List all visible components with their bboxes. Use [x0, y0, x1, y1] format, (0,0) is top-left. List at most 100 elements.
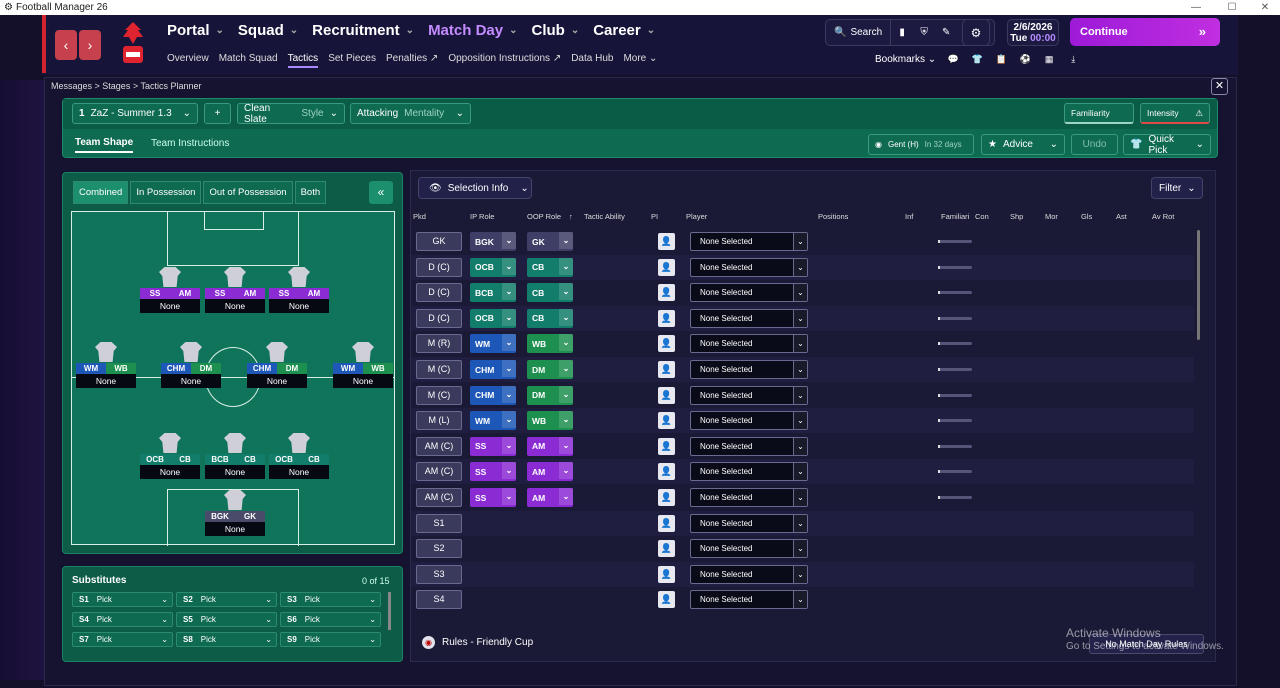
subnav-tactics[interactable]: Tactics: [287, 53, 319, 68]
club-crest-icon[interactable]: [121, 20, 145, 66]
player-select[interactable]: None Selected ⌄: [690, 539, 808, 559]
breadcrumb-stages[interactable]: Stages: [102, 81, 131, 91]
bookmarks-dropdown[interactable]: Bookmarks ⌄: [875, 54, 937, 65]
substitute-slot[interactable]: S4 Pick ⌄: [72, 612, 173, 627]
chat-icon[interactable]: 💬: [947, 54, 959, 64]
pitch-player[interactable]: CHM DM None: [247, 342, 307, 388]
mentality-selector[interactable]: Attacking Mentality ⌄: [350, 103, 471, 124]
ip-role-select[interactable]: BGK ⌄: [470, 232, 516, 251]
ip-role-select[interactable]: OCB ⌄: [470, 308, 516, 328]
substitute-slot[interactable]: S7 Pick ⌄: [72, 632, 173, 647]
tactic-selector[interactable]: 1 ZaZ - Summer 1.3 ⌄: [72, 103, 198, 124]
subnav-penalties[interactable]: Penalties ↗: [386, 53, 438, 68]
picked-position[interactable]: GK: [416, 232, 462, 251]
table-row[interactable]: D (C) BCB ⌄ CB ⌄ 👤 None Selected ⌄: [411, 280, 1194, 305]
player-instructions-icon[interactable]: 👤: [658, 335, 675, 353]
oop-role-select[interactable]: AM ⌄: [527, 462, 573, 482]
ip-role-select[interactable]: SS ⌄: [470, 436, 516, 456]
player-select[interactable]: None Selected ⌄: [690, 385, 808, 405]
oop-role-select[interactable]: WB ⌄: [527, 334, 573, 354]
column-header[interactable]: Gls: [1081, 212, 1093, 221]
back-button[interactable]: ‹: [55, 30, 77, 60]
column-header[interactable]: Con: [975, 212, 989, 221]
player-instructions-icon[interactable]: 👤: [658, 591, 675, 609]
tab-combined[interactable]: Combined: [73, 181, 129, 204]
substitute-slot[interactable]: S2 Pick ⌄: [176, 592, 277, 607]
ip-role-select[interactable]: OCB ⌄: [470, 257, 516, 277]
pitch-player[interactable]: SS AM None: [269, 267, 329, 313]
player-instructions-icon[interactable]: 👤: [658, 437, 675, 455]
breadcrumb-messages[interactable]: Messages: [51, 81, 93, 91]
maximize-button[interactable]: ☐: [1227, 2, 1237, 13]
picked-position[interactable]: S3: [416, 564, 462, 584]
substitute-slot[interactable]: S9 Pick ⌄: [280, 632, 381, 647]
oop-role-select[interactable]: DM ⌄: [527, 385, 573, 405]
nav-squad[interactable]: Squad ⌄: [238, 22, 298, 39]
picked-position[interactable]: S2: [416, 539, 462, 559]
player-instructions-icon[interactable]: 👤: [658, 412, 675, 430]
picked-position[interactable]: S4: [416, 590, 462, 610]
nav-match-day[interactable]: Match Day ⌄: [428, 22, 517, 39]
table-row[interactable]: AM (C) SS ⌄ AM ⌄ 👤 None Selected ⌄: [411, 485, 1194, 510]
picked-position[interactable]: M (R): [416, 334, 462, 354]
player-select[interactable]: None Selected ⌄: [690, 488, 808, 507]
player-select[interactable]: None Selected ⌄: [690, 436, 808, 456]
picked-position[interactable]: D (C): [416, 283, 462, 303]
player-select[interactable]: None Selected ⌄: [690, 232, 808, 251]
undo-button[interactable]: Undo: [1071, 134, 1118, 155]
table-row[interactable]: GK BGK ⌄ GK ⌄ 👤 None Selected ⌄: [411, 229, 1194, 254]
tab-team-shape[interactable]: Team Shape: [75, 137, 134, 153]
ip-role-select[interactable]: BCB ⌄: [470, 283, 516, 303]
ip-role-select[interactable]: CHM ⌄: [470, 385, 516, 405]
clipboard-icon[interactable]: 📋: [995, 54, 1007, 64]
minimize-button[interactable]: —: [1191, 2, 1201, 13]
pitch-player[interactable]: CHM DM None: [161, 342, 221, 388]
filter-dropdown[interactable]: Filter ⌄: [1151, 177, 1203, 199]
tab-team-instructions[interactable]: Team Instructions: [151, 138, 230, 149]
pitch-player[interactable]: BCB CB None: [205, 433, 265, 479]
no-match-day-rules-button[interactable]: No Match Day Rules: [1089, 634, 1204, 654]
familiarity-meter[interactable]: Familiarity: [1064, 103, 1134, 124]
pitch-player[interactable]: SS AM None: [205, 267, 265, 313]
close-window-button[interactable]: ✕: [1260, 2, 1270, 13]
subnav-more[interactable]: More ⌄: [623, 53, 657, 68]
table-row[interactable]: M (L) WM ⌄ WB ⌄ 👤 None Selected ⌄: [411, 408, 1194, 434]
oop-role-select[interactable]: GK ⌄: [527, 232, 573, 251]
pitch-player[interactable]: OCB CB None: [269, 433, 329, 479]
table-row[interactable]: S3 👤 None Selected ⌄: [411, 561, 1194, 587]
table-row[interactable]: M (C) CHM ⌄ DM ⌄ 👤 None Selected ⌄: [411, 383, 1194, 408]
table-row[interactable]: D (C) OCB ⌄ CB ⌄ 👤 None Selected ⌄: [411, 305, 1194, 331]
substitute-slot[interactable]: S6 Pick ⌄: [280, 612, 381, 627]
table-row[interactable]: AM (C) SS ⌄ AM ⌄ 👤 None Selected ⌄: [411, 459, 1194, 485]
pitch-player[interactable]: BGK GK None: [205, 490, 265, 536]
download-icon[interactable]: ⤓: [1071, 54, 1076, 64]
oop-role-select[interactable]: AM ⌄: [527, 436, 573, 456]
column-header[interactable]: OOP Role: [527, 212, 562, 221]
nav-portal[interactable]: Portal ⌄: [167, 22, 224, 39]
subnav-set-pieces[interactable]: Set Pieces: [328, 53, 376, 64]
calendar-icon[interactable]: ▦: [1044, 54, 1054, 64]
picked-position[interactable]: M (L): [416, 411, 462, 431]
oop-role-select[interactable]: AM ⌄: [527, 488, 573, 507]
column-header[interactable]: Player: [686, 212, 708, 221]
style-selector[interactable]: Clean Slate Style ⌄: [237, 103, 345, 125]
game-date[interactable]: 2/6/2026 Tue 00:00: [1007, 19, 1059, 46]
quick-pick-button[interactable]: 👕 Quick Pick ⌄: [1123, 134, 1211, 156]
player-instructions-icon[interactable]: 👤: [658, 540, 675, 558]
column-header[interactable]: Mor: [1045, 212, 1058, 221]
ip-role-select[interactable]: WM ⌄: [470, 411, 516, 431]
player-instructions-icon[interactable]: 👤: [658, 489, 675, 506]
column-header[interactable]: Ast: [1116, 212, 1127, 221]
picked-position[interactable]: AM (C): [416, 436, 462, 456]
column-header[interactable]: Familiarity: [941, 212, 969, 221]
player-select[interactable]: None Selected ⌄: [690, 590, 808, 610]
search-button[interactable]: 🔍 Search: [826, 20, 892, 45]
table-row[interactable]: M (R) WM ⌄ WB ⌄ 👤 None Selected ⌄: [411, 331, 1194, 356]
column-header[interactable]: Shp: [1010, 212, 1024, 221]
table-row[interactable]: S1 👤 None Selected ⌄: [411, 510, 1194, 536]
picked-position[interactable]: AM (C): [416, 488, 462, 507]
table-scrollbar[interactable]: [1197, 230, 1200, 340]
player-instructions-icon[interactable]: 👤: [658, 463, 675, 481]
nav-career[interactable]: Career ⌄: [593, 22, 655, 39]
collapse-panel-button[interactable]: «: [369, 181, 393, 204]
